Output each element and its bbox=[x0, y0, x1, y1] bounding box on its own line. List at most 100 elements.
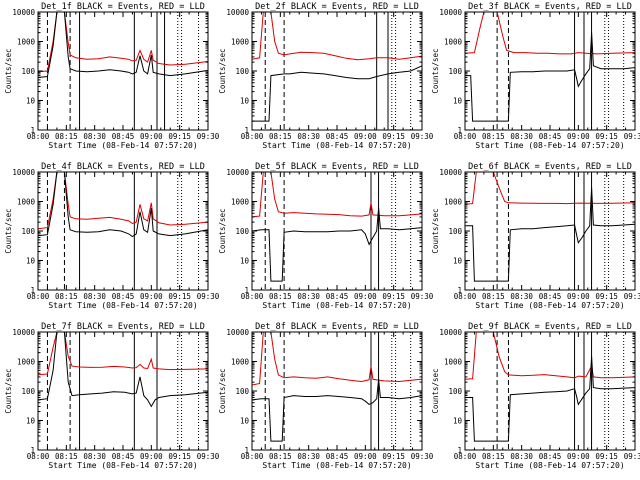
x-tick-label: 08:45 bbox=[112, 292, 135, 301]
x-tick-label: 08:00 bbox=[27, 292, 50, 301]
x-tick-label: 09:30 bbox=[197, 452, 220, 461]
x-tick-label: 08:30 bbox=[297, 132, 320, 141]
x-axis-label: Start Time (08-Feb-14 07:57:20) bbox=[262, 461, 411, 470]
x-tick-label: 08:30 bbox=[510, 132, 533, 141]
y-tick-label: 100 bbox=[235, 387, 249, 396]
y-tick-label: 1000 bbox=[231, 38, 250, 47]
y-tick-label: 1 bbox=[244, 446, 249, 455]
x-tick-label: 08:00 bbox=[454, 132, 477, 141]
x-tick-label: 08:30 bbox=[83, 132, 106, 141]
series-line-events bbox=[251, 379, 423, 442]
y-tick-label: 100 bbox=[235, 227, 249, 236]
x-tick-label: 09:15 bbox=[382, 452, 405, 461]
y-tick-label: 100 bbox=[235, 67, 249, 76]
x-tick-label: 08:15 bbox=[482, 132, 505, 141]
x-tick-label: 09:30 bbox=[411, 452, 434, 461]
y-tick-label: 100 bbox=[21, 67, 35, 76]
y-axis-label: Counts/sec bbox=[431, 48, 440, 93]
x-tick-label: 08:15 bbox=[55, 292, 78, 301]
x-tick-label: 09:00 bbox=[567, 292, 590, 301]
x-tick-label: 09:00 bbox=[140, 292, 163, 301]
y-tick-label: 1 bbox=[30, 286, 35, 295]
y-tick-label: 10000 bbox=[12, 8, 35, 17]
x-tick-label: 09:00 bbox=[354, 292, 377, 301]
x-tick-label: 08:45 bbox=[539, 452, 562, 461]
x-tick-label: 08:15 bbox=[482, 292, 505, 301]
chart-panel: Det_8f BLACK = Events, RED = LLD 1 10 100 10… bbox=[218, 322, 434, 470]
x-axis-label: Start Time (08-Feb-14 07:57:20) bbox=[262, 141, 411, 150]
x-tick-label: 08:15 bbox=[269, 452, 292, 461]
y-tick-label: 1 bbox=[457, 126, 462, 135]
x-axis-label: Start Time (08-Feb-14 07:57:20) bbox=[475, 141, 624, 150]
chart-title: Det_7f BLACK = Events, RED = LLD bbox=[41, 322, 205, 332]
y-axis-label: Counts/sec bbox=[431, 368, 440, 413]
x-tick-label: 08:45 bbox=[326, 292, 349, 301]
x-tick-label: 09:30 bbox=[624, 292, 640, 301]
chart-panel: Det_5f BLACK = Events, RED = LLD 1 10 100 10… bbox=[218, 162, 434, 310]
series-line-lld bbox=[251, 171, 423, 218]
y-tick-label: 1000 bbox=[444, 358, 463, 367]
x-tick-label: 08:15 bbox=[269, 292, 292, 301]
x-axis-label: Start Time (08-Feb-14 07:57:20) bbox=[48, 301, 197, 310]
y-tick-label: 10 bbox=[26, 417, 36, 426]
chart-title: Det_4f BLACK = Events, RED = LLD bbox=[41, 162, 205, 172]
series-line-events bbox=[252, 65, 423, 122]
y-tick-label: 100 bbox=[448, 387, 462, 396]
y-tick-label: 10000 bbox=[12, 168, 35, 177]
x-tick-label: 08:00 bbox=[454, 452, 477, 461]
y-tick-label: 10 bbox=[240, 97, 250, 106]
y-tick-label: 1000 bbox=[231, 198, 250, 207]
chart-title: Det_8f BLACK = Events, RED = LLD bbox=[255, 322, 419, 332]
chart-panel: Det_4f BLACK = Events, RED = LLD 1 10 100 10… bbox=[4, 162, 220, 310]
x-tick-label: 08:00 bbox=[27, 132, 50, 141]
x-tick-label: 08:30 bbox=[297, 452, 320, 461]
x-tick-label: 09:15 bbox=[168, 132, 191, 141]
series-line-lld bbox=[251, 331, 423, 386]
y-axis-label: Counts/sec bbox=[4, 48, 13, 93]
y-tick-label: 1000 bbox=[444, 198, 463, 207]
x-tick-label: 08:30 bbox=[83, 452, 106, 461]
x-tick-label: 08:00 bbox=[241, 292, 264, 301]
y-tick-label: 10000 bbox=[439, 168, 462, 177]
x-tick-label: 09:15 bbox=[595, 452, 618, 461]
x-tick-label: 08:00 bbox=[454, 292, 477, 301]
x-tick-label: 08:00 bbox=[241, 452, 264, 461]
chart-title: Det_5f BLACK = Events, RED = LLD bbox=[255, 162, 419, 172]
x-tick-label: 08:30 bbox=[510, 292, 533, 301]
x-axis-label: Start Time (08-Feb-14 07:57:20) bbox=[475, 301, 624, 310]
x-tick-label: 09:00 bbox=[140, 132, 163, 141]
x-tick-label: 08:15 bbox=[55, 132, 78, 141]
x-axis-label: Start Time (08-Feb-14 07:57:20) bbox=[262, 301, 411, 310]
y-tick-label: 10 bbox=[453, 417, 463, 426]
x-tick-label: 08:45 bbox=[539, 132, 562, 141]
x-tick-label: 09:30 bbox=[624, 132, 640, 141]
x-tick-label: 09:30 bbox=[624, 452, 640, 461]
x-tick-label: 09:00 bbox=[354, 452, 377, 461]
x-tick-label: 09:15 bbox=[595, 132, 618, 141]
y-tick-label: 1 bbox=[30, 126, 35, 135]
y-axis-label: Counts/sec bbox=[218, 208, 227, 253]
y-tick-label: 1000 bbox=[17, 358, 36, 367]
x-tick-label: 09:00 bbox=[140, 452, 163, 461]
chart-panel: Det_2f BLACK = Events, RED = LLD 1 10 100 10… bbox=[218, 2, 434, 150]
x-tick-label: 08:30 bbox=[83, 292, 106, 301]
chart-panel: Det_7f BLACK = Events, RED = LLD 1 10 100 10… bbox=[4, 322, 220, 470]
x-tick-label: 09:30 bbox=[411, 132, 434, 141]
chart-title: Det_9f BLACK = Events, RED = LLD bbox=[468, 322, 632, 332]
x-tick-label: 08:15 bbox=[482, 452, 505, 461]
chart-title: Det_2f BLACK = Events, RED = LLD bbox=[255, 2, 419, 12]
y-tick-label: 10 bbox=[453, 257, 463, 266]
x-tick-label: 09:15 bbox=[382, 292, 405, 301]
y-axis-label: Counts/sec bbox=[4, 208, 13, 253]
x-tick-label: 08:30 bbox=[297, 292, 320, 301]
chart-panel: Det_3f BLACK = Events, RED = LLD 1 10 100 10… bbox=[431, 2, 640, 150]
series-line-events bbox=[465, 32, 636, 122]
chart-title: Det_1f BLACK = Events, RED = LLD bbox=[41, 2, 205, 12]
x-axis-label: Start Time (08-Feb-14 07:57:20) bbox=[48, 141, 197, 150]
x-tick-label: 08:00 bbox=[241, 132, 264, 141]
x-tick-label: 09:15 bbox=[168, 292, 191, 301]
x-tick-label: 08:45 bbox=[326, 452, 349, 461]
y-tick-label: 10000 bbox=[439, 328, 462, 337]
x-tick-label: 09:15 bbox=[595, 292, 618, 301]
